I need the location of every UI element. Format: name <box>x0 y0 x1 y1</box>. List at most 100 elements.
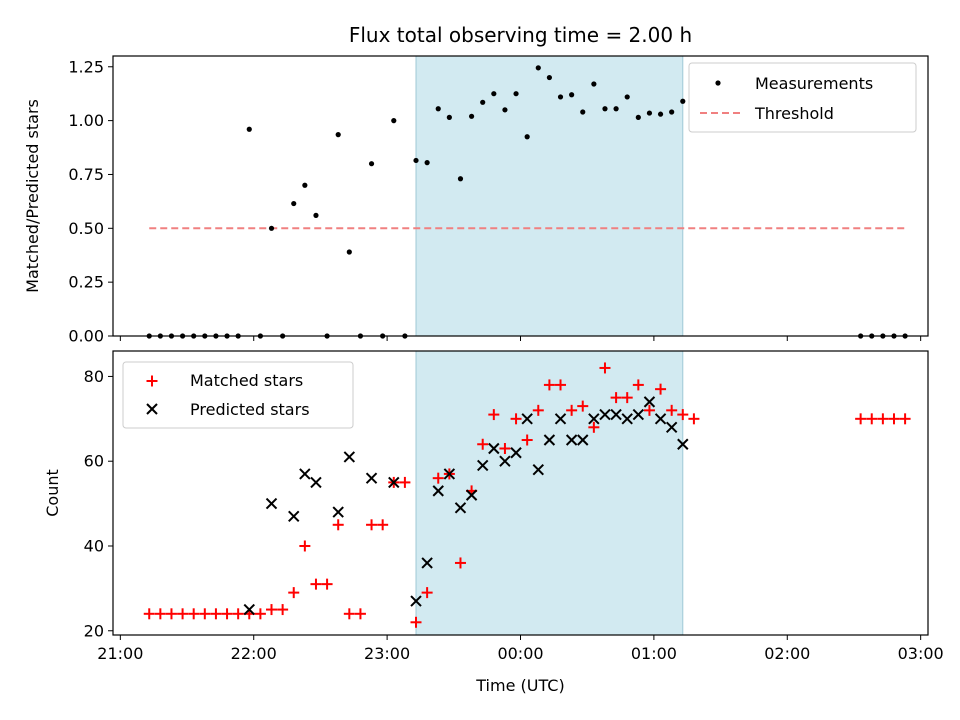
legend-measurements-label: Measurements <box>755 74 873 93</box>
predicted-star-point <box>510 447 522 459</box>
matched-star-point <box>577 400 589 412</box>
y-tick-label: 1.00 <box>68 111 104 130</box>
ratio-legend: Measurements Threshold <box>688 62 917 133</box>
predicted-star-point <box>632 408 645 421</box>
predicted-star-point <box>443 468 456 480</box>
matched-star-point <box>510 413 522 425</box>
matched-star-point <box>866 413 878 425</box>
measurement-point <box>502 107 508 113</box>
matched-star-point <box>432 472 444 484</box>
measurement-point <box>424 160 430 166</box>
count-legend: Matched stars Predicted stars <box>122 361 354 429</box>
measurement-point <box>246 126 252 132</box>
measurement-point <box>480 99 486 105</box>
predicted-star-point <box>610 408 622 421</box>
matched-star-point <box>288 587 300 599</box>
matched-star-point <box>399 476 411 488</box>
measurement-point <box>313 212 319 218</box>
matched-star-point <box>410 616 422 628</box>
predicted-star-point <box>588 413 600 425</box>
predicted-star-point <box>677 438 689 450</box>
matched-star-point <box>521 434 533 446</box>
predicted-star-point <box>299 468 311 480</box>
predicted-star-point <box>388 476 400 489</box>
legend-plus-glyph <box>146 375 158 387</box>
predicted-star-point <box>410 595 422 607</box>
predicted-star-point <box>665 421 678 434</box>
matched-star-point <box>210 608 222 620</box>
y-tick-label: 60 <box>84 452 104 471</box>
ratio-panel: 0.00 0.25 0.50 0.75 1.00 1.25 Flux total obse… <box>23 23 929 346</box>
count-panel: 20 40 60 80 21:00 22:00 23:00 00:00 01:00 02:00 0… <box>43 350 944 695</box>
legend-measurements-marker <box>715 80 721 86</box>
x-tick-label: 22:00 <box>231 644 277 663</box>
matched-star-point <box>321 578 333 590</box>
measurement-point <box>468 113 475 119</box>
legend-predicted-marker <box>146 403 158 415</box>
predicted-star-point <box>432 485 444 497</box>
predicted-star-point <box>532 463 544 476</box>
predicted-star-point <box>499 455 511 467</box>
measurement-point <box>669 109 675 115</box>
measurement-point <box>546 74 553 81</box>
y-tick-label: 0.75 <box>68 165 104 184</box>
x-tick-label: 01:00 <box>631 644 677 663</box>
matched-star-point <box>332 519 344 531</box>
measurement-point <box>591 81 597 87</box>
predicted-star-point <box>332 506 344 518</box>
matched-star-point <box>266 604 278 616</box>
ratio-y-ticks: 0.00 0.25 0.50 0.75 1.00 1.25 <box>68 57 113 346</box>
measurement-point <box>569 92 575 98</box>
matched-star-point <box>377 519 389 531</box>
observing-window-span <box>415 55 684 337</box>
measurement-point <box>368 161 375 167</box>
measurement-point <box>513 91 519 97</box>
matched-star-point <box>543 379 555 391</box>
predicted-star-point <box>643 396 656 408</box>
x-tick-label: 02:00 <box>764 644 810 663</box>
measurement-point <box>346 249 352 255</box>
predicted-star-points <box>243 396 689 616</box>
measurement-point <box>535 65 541 71</box>
matched-star-point <box>488 409 500 421</box>
measurement-point <box>413 157 419 164</box>
predicted-star-point <box>265 497 278 510</box>
predicted-star-point <box>621 413 633 425</box>
predicted-star-point <box>365 472 378 484</box>
x-tick-label: 03:00 <box>898 644 944 663</box>
measurement-point <box>446 114 452 120</box>
predicted-star-point <box>488 442 500 455</box>
matched-star-point <box>610 392 622 404</box>
measurement-point <box>391 118 397 124</box>
measurement-point <box>624 94 630 100</box>
matched-star-point <box>254 608 266 620</box>
x-tick-label: 23:00 <box>364 644 410 663</box>
measurement-point <box>524 134 530 140</box>
matched-star-point <box>188 608 200 620</box>
legend-cross-glyph <box>146 403 158 415</box>
predicted-star-point <box>521 413 533 425</box>
count-legend-box <box>122 361 354 429</box>
matched-star-point <box>666 404 678 416</box>
y-tick-label: 0.00 <box>68 327 104 346</box>
predicted-star-point <box>343 451 356 463</box>
matched-star-point <box>154 608 166 620</box>
matched-star-points <box>143 362 911 628</box>
y-tick-label: 40 <box>84 536 104 555</box>
matched-star-point <box>899 413 911 425</box>
matched-star-point <box>888 413 900 425</box>
predicted-star-point <box>288 510 300 523</box>
matched-star-point <box>632 379 644 391</box>
y-tick-label: 0.25 <box>68 273 104 292</box>
matched-star-point <box>588 421 600 433</box>
matched-star-point <box>688 413 700 425</box>
x-tick-label: 00:00 <box>497 644 543 663</box>
ratio-x-ticks <box>119 336 922 341</box>
predicted-star-point <box>476 459 489 472</box>
predicted-star-point <box>599 408 611 421</box>
measurement-point <box>635 114 641 120</box>
predicted-star-point <box>454 502 467 514</box>
ratio-legend-box <box>688 62 917 133</box>
matched-star-point <box>421 587 433 599</box>
